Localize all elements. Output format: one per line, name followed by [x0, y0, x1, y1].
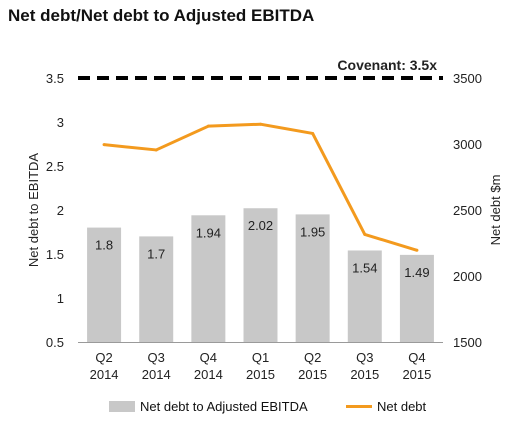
- bar-data-label: 1.94: [196, 225, 221, 240]
- bar: [139, 236, 174, 342]
- y-left-axis-title: Net debt to EBITDA: [26, 153, 41, 267]
- line-point: [311, 131, 315, 135]
- bar: [191, 215, 226, 342]
- legend-label-bars: Net debt to Adjusted EBITDA: [140, 399, 308, 414]
- y-right-tick-label: 3000: [453, 137, 482, 152]
- line-point: [154, 148, 158, 152]
- legend: Net debt to Adjusted EBITDA Net debt: [0, 399, 514, 419]
- legend-item-bars: Net debt to Adjusted EBITDA: [109, 399, 308, 414]
- bar-data-label: 1.49: [404, 265, 429, 280]
- bar: [295, 214, 330, 342]
- bar-data-label: 1.7: [147, 246, 165, 261]
- axis-layer: 0.5 1 1.5 2 2.5 3 3.5 1500 2000 2500 3000 3500 Q2 201…: [26, 71, 503, 382]
- x-tick-label: Q3 2015: [350, 350, 379, 382]
- bar-data-label: 1.54: [352, 260, 377, 275]
- y-right-tick-label: 2500: [453, 203, 482, 218]
- y-left-tick-label: 0.5: [46, 335, 64, 350]
- bar-data-label: 1.95: [300, 224, 325, 239]
- bar-data-label: 1.8: [95, 238, 113, 253]
- line-point: [363, 232, 367, 236]
- y-left-tick-label: 2.5: [46, 159, 64, 174]
- legend-label-line: Net debt: [377, 399, 427, 414]
- covenant-label: Covenant: 3.5x: [337, 57, 437, 73]
- y-left-tick-label: 3: [57, 115, 64, 130]
- y-left-tick-label: 1: [57, 291, 64, 306]
- line-point: [206, 124, 210, 128]
- x-tick-label: Q4 2014: [194, 350, 223, 382]
- line-layer: [102, 122, 419, 252]
- line-point: [415, 248, 419, 252]
- line-point: [259, 122, 262, 126]
- y-right-axis-title: Net debt $m: [488, 175, 503, 246]
- chart-title: Net debt/Net debt to Adjusted EBITDA: [8, 6, 315, 25]
- y-left-tick-label: 2: [57, 203, 64, 218]
- y-right-tick-label: 3500: [453, 71, 482, 86]
- label-layer: 1.8 1.7 1.94 2.02 1.95 1.54 1.49 Covenant: 3.5x: [95, 57, 437, 280]
- y-right-tick-label: 2000: [453, 269, 482, 284]
- x-tick-label: Q2 2015: [298, 350, 327, 382]
- legend-swatch-bars: [109, 401, 135, 412]
- bar: [243, 208, 278, 342]
- x-tick-label: Q4 2015: [402, 350, 431, 382]
- bar: [347, 250, 382, 342]
- line-point: [102, 143, 106, 147]
- bars-layer: [87, 208, 434, 342]
- bar: [87, 227, 122, 342]
- bar-data-label: 2.02: [248, 218, 273, 233]
- legend-item-line: Net debt: [346, 399, 426, 414]
- x-tick-label: Q2 2014: [90, 350, 119, 382]
- y-right-tick-label: 1500: [453, 335, 482, 350]
- x-tick-label: Q3 2014: [142, 350, 171, 382]
- legend-swatch-line: [346, 405, 372, 408]
- x-tick-label: Q1 2015: [246, 350, 275, 382]
- y-left-tick-label: 3.5: [46, 71, 64, 86]
- bar: [399, 254, 434, 342]
- y-left-tick-label: 1.5: [46, 247, 64, 262]
